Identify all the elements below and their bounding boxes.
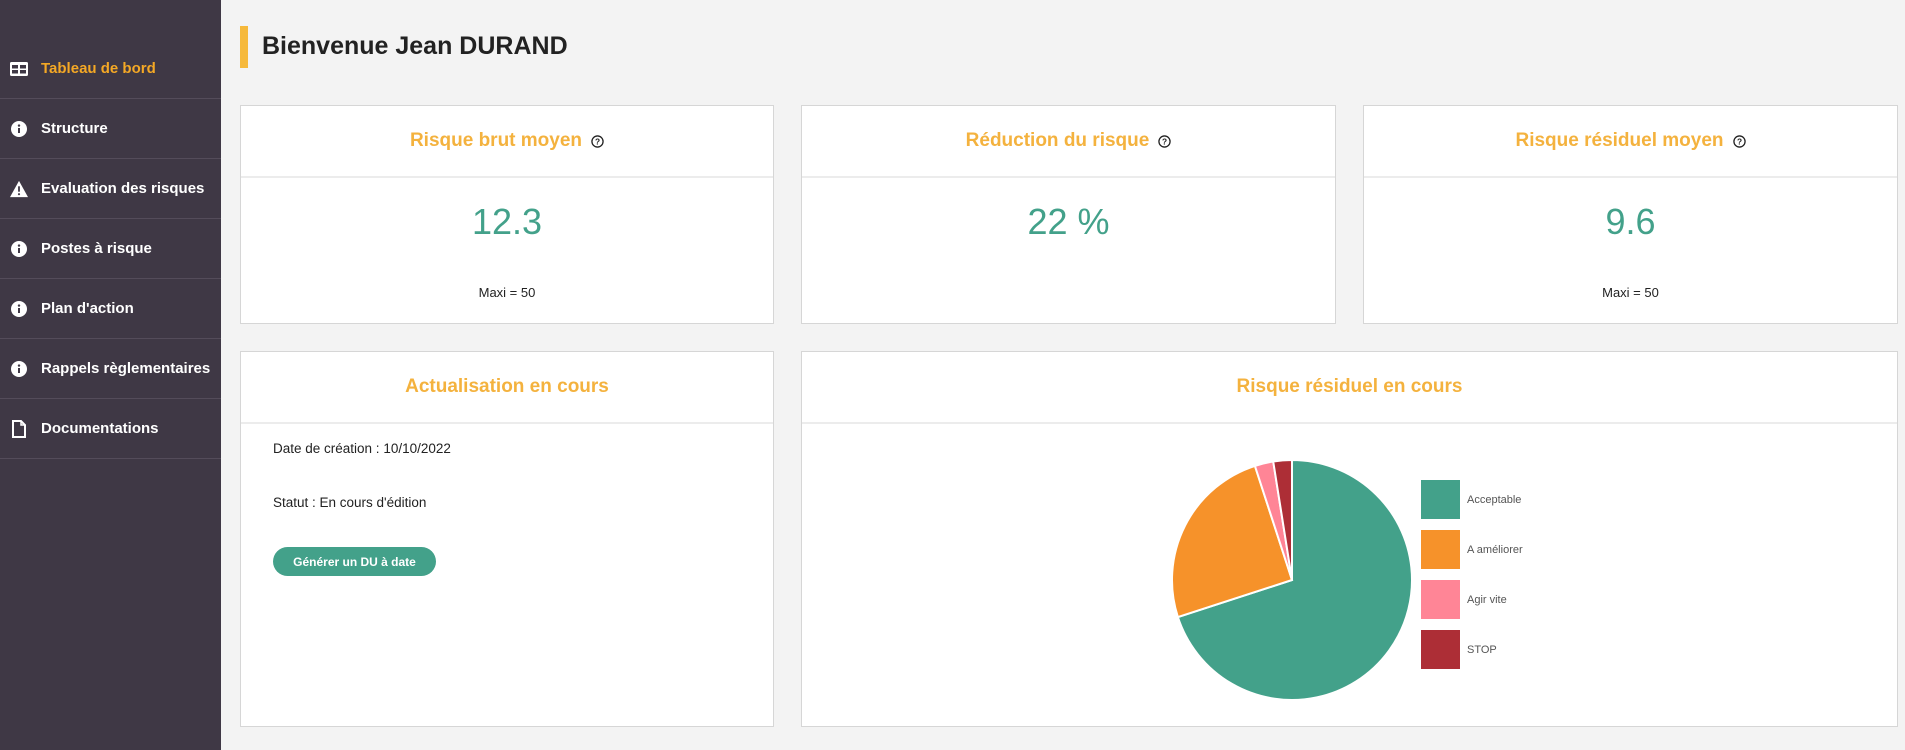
pie-slice-0[interactable]	[1176, 458, 1413, 701]
card-title: Actualisation en cours	[405, 376, 609, 397]
gross-risk-value: 12.3	[471, 201, 543, 242]
page-title: Bienvenue Jean DURAND	[262, 32, 568, 60]
sidebar-item-label: Postes à risque	[41, 240, 152, 257]
sidebar-item-label: Plan d'action	[41, 300, 134, 317]
sidebar-item-label: Evaluation des risques	[41, 180, 205, 197]
sidebar-item-risk-positions[interactable]: Postes à risque	[0, 219, 221, 279]
pie-slice-3[interactable]	[1272, 458, 1293, 581]
document-icon	[10, 419, 28, 438]
sidebar-item-label: Documentations	[41, 420, 159, 437]
dashboard-icon	[10, 60, 28, 78]
residual-risk-card: Risque résiduel moyen ? 9.6 Maxi = 50	[1363, 105, 1898, 324]
svg-text:?: ?	[595, 136, 600, 146]
sidebar-item-label: Rappels règlementaires	[41, 360, 211, 377]
info-icon	[10, 360, 28, 378]
residual-risk-value: 9.6	[1605, 201, 1656, 242]
help-icon[interactable]: ?	[591, 134, 604, 148]
legend-label: Agir vite	[1467, 593, 1507, 606]
legend-label: A améliorer	[1467, 543, 1523, 556]
sidebar-nav: Tableau de bord Structure Evaluation des…	[0, 39, 221, 459]
card-header: Risque résiduel en cours	[802, 352, 1897, 424]
residual-risk-max: Maxi = 50	[1602, 285, 1659, 300]
creation-date: Date de création : 10/10/2022	[273, 441, 451, 456]
pie-chart	[1171, 458, 1413, 701]
legend-item[interactable]: Agir vite	[1421, 580, 1507, 619]
card-header: Risque brut moyen ?	[241, 106, 773, 178]
sidebar-item-documentations[interactable]: Documentations	[0, 399, 221, 459]
sidebar-item-label: Structure	[41, 120, 108, 137]
gross-risk-card: Risque brut moyen ? 12.3 Maxi = 50	[240, 105, 774, 324]
sidebar-item-action-plan[interactable]: Plan d'action	[0, 279, 221, 339]
svg-text:?: ?	[1736, 136, 1741, 146]
info-icon	[10, 120, 28, 138]
generate-du-button[interactable]: Générer un DU à date	[273, 547, 436, 576]
sidebar-item-dashboard[interactable]: Tableau de bord	[0, 39, 221, 99]
card-header: Risque résiduel moyen ?	[1364, 106, 1897, 178]
legend-label: STOP	[1467, 643, 1497, 656]
warning-icon	[10, 180, 28, 198]
sidebar-item-structure[interactable]: Structure	[0, 99, 221, 159]
chart-title: Risque résiduel en cours	[1236, 376, 1463, 397]
legend-item[interactable]: Acceptable	[1421, 480, 1521, 519]
sidebar-item-risk-evaluation[interactable]: Evaluation des risques	[0, 159, 221, 219]
residual-risk-chart-card: Risque résiduel en cours Acceptable A amé…	[801, 351, 1898, 727]
svg-text:?: ?	[1162, 136, 1167, 146]
gross-risk-max: Maxi = 50	[478, 285, 536, 300]
card-title: Risque résiduel moyen	[1515, 130, 1724, 151]
legend-swatch	[1421, 480, 1460, 519]
risk-reduction-value: 22 %	[1027, 201, 1110, 242]
sidebar: Tableau de bord Structure Evaluation des…	[0, 0, 221, 750]
help-icon[interactable]: ?	[1732, 134, 1746, 148]
legend-swatch	[1421, 530, 1460, 569]
legend-item[interactable]: STOP	[1421, 630, 1497, 669]
info-icon	[10, 240, 28, 258]
legend-swatch	[1421, 630, 1460, 669]
legend-swatch	[1421, 580, 1460, 619]
card-header: Actualisation en cours	[241, 352, 773, 424]
title-accent-bar	[240, 26, 248, 68]
card-header: Réduction du risque ?	[802, 106, 1335, 178]
card-title: Réduction du risque	[965, 130, 1150, 151]
update-card: Actualisation en cours Date de création …	[240, 351, 774, 727]
help-icon[interactable]: ?	[1158, 134, 1172, 148]
legend-label: Acceptable	[1467, 493, 1522, 506]
status-text: Statut : En cours d'édition	[273, 495, 427, 510]
info-icon	[10, 300, 28, 318]
risk-reduction-card: Réduction du risque ? 22 %	[801, 105, 1336, 324]
pie-slice-1[interactable]	[1171, 464, 1294, 619]
sidebar-item-regulatory-reminders[interactable]: Rappels règlementaires	[0, 339, 221, 399]
sidebar-item-label: Tableau de bord	[41, 60, 156, 77]
legend-item[interactable]: A améliorer	[1421, 530, 1523, 569]
card-title: Risque brut moyen	[409, 130, 583, 151]
